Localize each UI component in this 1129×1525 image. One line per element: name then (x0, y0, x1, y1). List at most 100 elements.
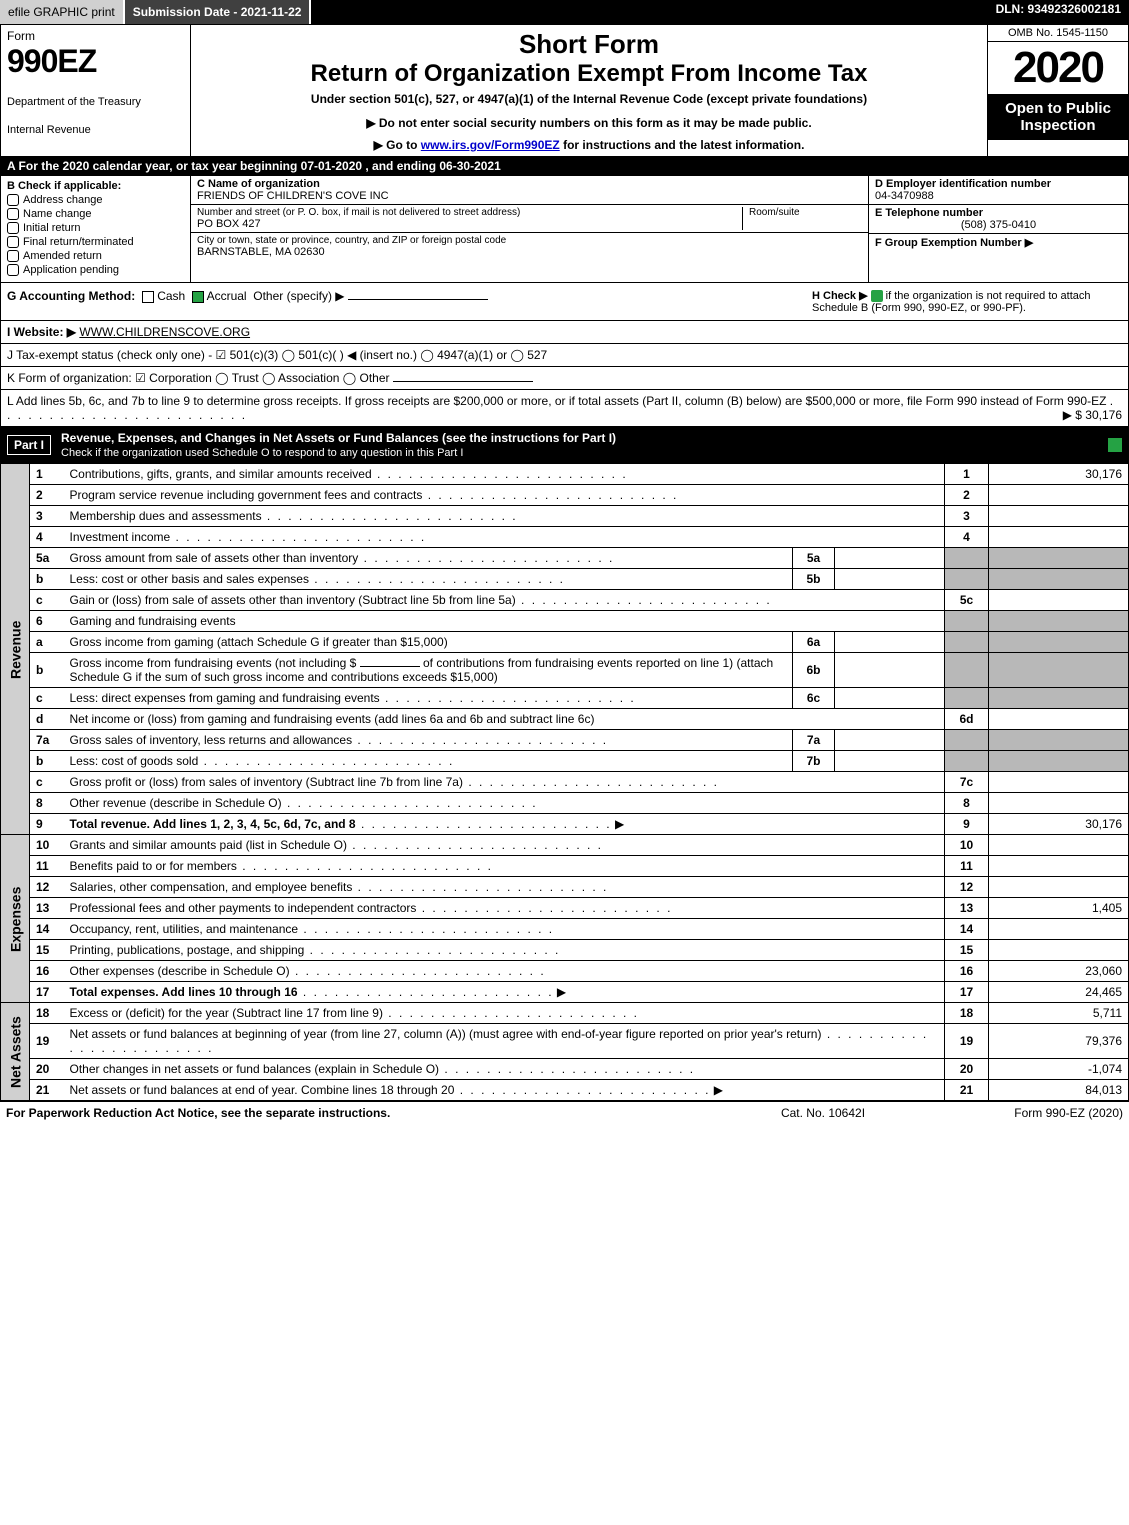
group-exempt-row: F Group Exemption Number ▶ (869, 234, 1128, 251)
city-value: BARNSTABLE, MA 02630 (197, 246, 862, 258)
box-def: D Employer identification number 04-3470… (868, 176, 1128, 282)
line10-value (989, 835, 1129, 856)
chk-address-change[interactable]: Address change (7, 194, 184, 206)
chk-amended-return[interactable]: Amended return (7, 250, 184, 262)
city-label: City or town, state or province, country… (197, 235, 862, 246)
org-name-label: C Name of organization (197, 178, 856, 190)
ssn-note: ▶ Do not enter social security numbers o… (197, 116, 981, 130)
row-h: H Check ▶ if the organization is not req… (812, 289, 1122, 314)
line6d-value (989, 709, 1129, 730)
row-l-gross: L Add lines 5b, 6c, and 7b to line 9 to … (0, 390, 1129, 427)
row-k-orgform: K Form of organization: ☑ Corporation ◯ … (0, 367, 1129, 390)
dln: DLN: 93492326002181 (988, 0, 1129, 24)
open-public: Open to Public Inspection (988, 94, 1128, 140)
box-b: B Check if applicable: Address change Na… (1, 176, 191, 282)
line18-value: 5,711 (989, 1003, 1129, 1024)
row-g: G Accounting Method: Cash Accrual Other … (7, 289, 812, 314)
line15-value (989, 940, 1129, 961)
line9-value: 30,176 (989, 814, 1129, 835)
other-org-input[interactable] (393, 381, 533, 382)
addr-value: PO BOX 427 (197, 218, 742, 230)
line5a-subvalue (835, 548, 945, 569)
room-label: Room/suite (749, 207, 862, 218)
line20-value: -1,074 (989, 1059, 1129, 1080)
line17-value: 24,465 (989, 982, 1129, 1003)
form-label: Form (7, 29, 184, 43)
line8-value (989, 793, 1129, 814)
phone-label: E Telephone number (875, 207, 1122, 219)
efile-print[interactable]: efile GRAPHIC print (0, 0, 125, 24)
org-name-row: C Name of organization FRIENDS OF CHILDR… (191, 176, 868, 205)
row-i-website: I Website: ▶ WWW.CHILDRENSCOVE.ORG (0, 321, 1129, 344)
website-value[interactable]: WWW.CHILDRENSCOVE.ORG (79, 325, 250, 339)
chk-accrual[interactable] (192, 291, 204, 303)
chk-schedule-b[interactable] (871, 290, 883, 302)
footer-left: For Paperwork Reduction Act Notice, see … (6, 1106, 723, 1120)
header-center: Short Form Return of Organization Exempt… (191, 25, 988, 156)
row-gh: G Accounting Method: Cash Accrual Other … (0, 282, 1129, 321)
chk-final-return[interactable]: Final return/terminated (7, 236, 184, 248)
line16-value: 23,060 (989, 961, 1129, 982)
line6a-subvalue (835, 632, 945, 653)
page-footer: For Paperwork Reduction Act Notice, see … (0, 1101, 1129, 1124)
line7c-value (989, 772, 1129, 793)
footer-formno: Form 990-EZ (2020) (923, 1106, 1123, 1120)
ein-label: D Employer identification number (875, 178, 1122, 190)
omb-number: OMB No. 1545-1150 (988, 25, 1128, 42)
line21-value: 84,013 (989, 1080, 1129, 1101)
ein-row: D Employer identification number 04-3470… (869, 176, 1128, 205)
top-bar: efile GRAPHIC print Submission Date - 20… (0, 0, 1129, 24)
side-expenses: Expenses (1, 835, 30, 1003)
phone-row: E Telephone number (508) 375-0410 (869, 205, 1128, 234)
line6b-subvalue (835, 653, 945, 688)
form-number: 990EZ (7, 43, 184, 80)
header-right: OMB No. 1545-1150 2020 Open to Public In… (988, 25, 1128, 156)
line2-value (989, 485, 1129, 506)
chk-initial-return[interactable]: Initial return (7, 222, 184, 234)
box-b-title: B Check if applicable: (7, 180, 184, 192)
chk-application-pending[interactable]: Application pending (7, 264, 184, 276)
part-i-label: Part I (7, 435, 51, 455)
line7a-subvalue (835, 730, 945, 751)
line6b-amount-input[interactable] (360, 666, 420, 667)
chk-schedule-o[interactable] (1108, 438, 1122, 452)
line3-value (989, 506, 1129, 527)
other-specify-input[interactable] (348, 299, 488, 300)
line13-value: 1,405 (989, 898, 1129, 919)
chk-name-change[interactable]: Name change (7, 208, 184, 220)
line12-value (989, 877, 1129, 898)
line1-value: 30,176 (989, 464, 1129, 485)
org-city-row: City or town, state or province, country… (191, 233, 868, 260)
chk-cash[interactable] (142, 291, 154, 303)
footer-catno: Cat. No. 10642I (723, 1106, 923, 1120)
form-header: Form 990EZ Department of the Treasury In… (0, 24, 1129, 157)
row-a-taxyear: A For the 2020 calendar year, or tax yea… (0, 157, 1129, 176)
ein-value: 04-3470988 (875, 190, 1122, 202)
part-i-title: Revenue, Expenses, and Changes in Net As… (61, 431, 616, 459)
org-addr-row: Number and street (or P. O. box, if mail… (191, 205, 868, 233)
line5b-subvalue (835, 569, 945, 590)
line5c-value (989, 590, 1129, 611)
side-netassets: Net Assets (1, 1003, 30, 1101)
line11-value (989, 856, 1129, 877)
irs-link[interactable]: www.irs.gov/Form990EZ (421, 138, 560, 152)
phone-value: (508) 375-0410 (875, 219, 1122, 231)
tax-year: 2020 (988, 42, 1128, 94)
line19-value: 79,376 (989, 1024, 1129, 1059)
gross-receipts-amount: ▶ $ 30,176 (1063, 408, 1122, 422)
dept-irs: Internal Revenue (7, 124, 184, 136)
line7b-subvalue (835, 751, 945, 772)
part-i-table: Revenue 1 Contributions, gifts, grants, … (0, 463, 1129, 1101)
block-bcdef: B Check if applicable: Address change Na… (0, 176, 1129, 282)
line14-value (989, 919, 1129, 940)
addr-label: Number and street (or P. O. box, if mail… (197, 207, 742, 218)
line4-value (989, 527, 1129, 548)
goto-line: ▶ Go to www.irs.gov/Form990EZ for instru… (197, 138, 981, 152)
row-j-status: J Tax-exempt status (check only one) - ☑… (0, 344, 1129, 367)
submission-date: Submission Date - 2021-11-22 (125, 0, 312, 24)
part-i-header: Part I Revenue, Expenses, and Changes in… (0, 427, 1129, 463)
group-exempt-label: F Group Exemption Number ▶ (875, 236, 1122, 249)
short-form-title: Short Form (197, 29, 981, 60)
side-revenue: Revenue (1, 464, 30, 835)
box-c: C Name of organization FRIENDS OF CHILDR… (191, 176, 868, 282)
